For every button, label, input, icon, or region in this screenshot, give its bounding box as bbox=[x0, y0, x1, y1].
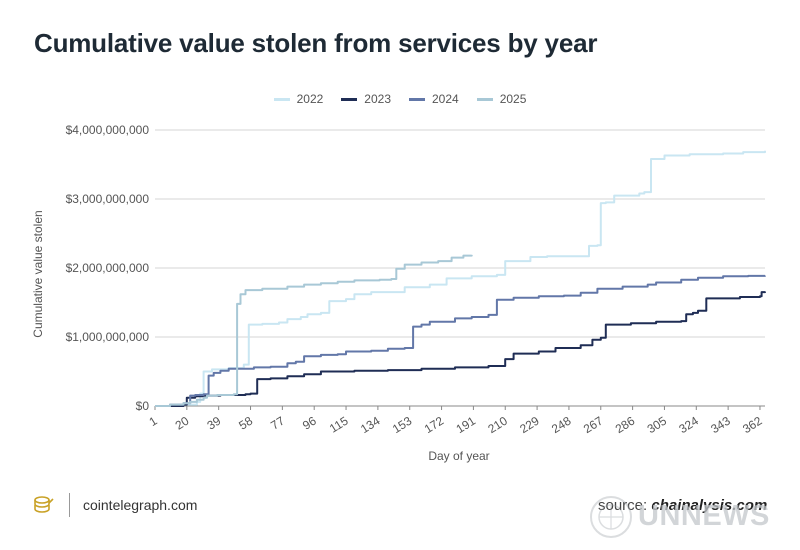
legend-swatch bbox=[341, 97, 358, 101]
legend-item-2023[interactable]: 2023 bbox=[341, 92, 391, 106]
x-tick-label: 115 bbox=[327, 414, 351, 436]
legend-swatch bbox=[273, 97, 290, 101]
chart-source: source: chainalysis.com bbox=[598, 497, 767, 514]
legend-label: 2023 bbox=[364, 92, 391, 106]
watermark-text: UNNEWS bbox=[638, 500, 770, 532]
legend-label: 2025 bbox=[499, 92, 527, 106]
source-prefix: source: bbox=[598, 497, 652, 514]
x-tick-label: 229 bbox=[517, 414, 542, 437]
x-tick-label: 248 bbox=[549, 414, 574, 437]
chart-title: Cumulative value stolen from services by… bbox=[34, 28, 598, 58]
footer-divider bbox=[69, 493, 70, 517]
y-axis-label: Cumulative value stolen bbox=[31, 210, 45, 337]
x-tick-label: 267 bbox=[581, 414, 606, 437]
y-tick-label: $0 bbox=[136, 399, 150, 413]
y-tick-label: $3,000,000,000 bbox=[66, 192, 150, 206]
y-tick-label: $1,000,000,000 bbox=[66, 330, 150, 344]
x-tick-label: 343 bbox=[708, 414, 733, 437]
legend-swatch bbox=[476, 97, 493, 101]
y-axis-ticks: $0 $1,000,000,000 $2,000,000,000 $3,000,000… bbox=[66, 123, 150, 413]
x-tick-label: 20 bbox=[173, 414, 192, 433]
x-axis-label: Day of year bbox=[428, 449, 489, 463]
series-lines bbox=[155, 150, 766, 407]
legend-label: 2022 bbox=[296, 92, 324, 106]
series-line-2025 bbox=[155, 254, 473, 407]
legend-label: 2024 bbox=[432, 92, 459, 106]
x-tick-label: 210 bbox=[485, 414, 510, 437]
x-tick-label: 172 bbox=[422, 414, 447, 437]
x-tick-label: 153 bbox=[390, 414, 415, 437]
series-line-2024 bbox=[155, 274, 766, 407]
legend-item-2022[interactable]: 2022 bbox=[273, 92, 324, 106]
x-tick-label: 362 bbox=[740, 414, 765, 437]
series-line-2023 bbox=[155, 291, 766, 407]
series-line-2022 bbox=[155, 150, 766, 407]
x-tick-label: 96 bbox=[300, 414, 319, 433]
chart-legend: 2022 2023 2024 2025 bbox=[0, 92, 800, 106]
x-tick-label: 191 bbox=[454, 414, 479, 437]
x-tick-label: 305 bbox=[645, 414, 670, 437]
un-emblem-icon bbox=[590, 496, 632, 538]
legend-item-2025[interactable]: 2025 bbox=[476, 92, 527, 106]
x-tick-label: 286 bbox=[613, 414, 638, 437]
footer-brand[interactable]: cointelegraph.com bbox=[83, 497, 198, 513]
x-tick-label: 39 bbox=[205, 414, 224, 433]
x-tick-label: 1 bbox=[146, 414, 159, 430]
x-tick-label: 77 bbox=[268, 414, 287, 433]
cointelegraph-logo-icon bbox=[34, 496, 54, 513]
x-axis-ticks: 1 20 39 58 77 96 115 134 153 172 191 210 229 248 267 28… bbox=[146, 406, 765, 437]
x-tick-label: 58 bbox=[236, 414, 255, 433]
x-tick-label: 134 bbox=[358, 414, 383, 437]
y-tick-label: $4,000,000,000 bbox=[66, 123, 150, 137]
y-tick-label: $2,000,000,000 bbox=[66, 261, 150, 275]
grid-lines bbox=[155, 129, 765, 407]
legend-item-2024[interactable]: 2024 bbox=[409, 92, 459, 106]
legend-swatch bbox=[409, 97, 425, 101]
source-brand: chainalysis.com bbox=[651, 497, 768, 514]
x-tick-label: 324 bbox=[676, 414, 701, 437]
